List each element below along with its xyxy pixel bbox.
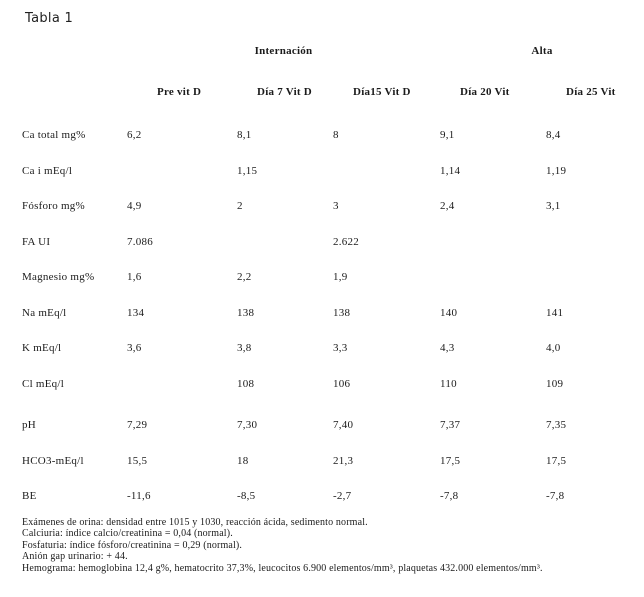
cell-value: 17,5: [546, 454, 567, 467]
cell-value: 109: [546, 377, 564, 390]
cell-value: 108: [237, 377, 255, 390]
cell-value: [127, 165, 237, 201]
cell-value: 138: [237, 306, 255, 319]
column-header-dia-25-vit: Día 25 Vit: [566, 86, 616, 98]
cell-value: [237, 236, 333, 272]
cell-value: 2,4: [440, 200, 455, 212]
table-row: Ca i mEq/l 1,15 1,14 1,19: [22, 165, 644, 201]
cell-value: -8,5: [237, 490, 256, 502]
cell-value: 7,29: [127, 419, 148, 431]
cell-value: -2,7: [333, 490, 352, 502]
row-label: Na mEq/l: [22, 306, 67, 319]
cell-value: 17,5: [440, 454, 461, 467]
column-header-dia-7-vit-d: Día 7 Vit D: [257, 86, 312, 98]
cell-value: 4,3: [440, 342, 455, 354]
cell-value: 3,8: [237, 342, 252, 354]
cell-value: 18: [237, 454, 249, 467]
cell-value: 7,35: [546, 419, 567, 431]
cell-value: 138: [333, 306, 351, 319]
cell-value: 2: [237, 200, 243, 212]
cell-value: 8,4: [546, 129, 561, 141]
table-row: BE -11,6 -8,5 -2,7 -7,8 -7,8: [22, 490, 644, 526]
cell-value: 21,3: [333, 454, 354, 467]
cell-value: -7,8: [440, 490, 459, 502]
table-row: Fósforo mg% 4,9 2 3 2,4 3,1: [22, 200, 644, 236]
table-row: FA UI 7.086 2.622: [22, 236, 644, 272]
cell-value: 110: [440, 377, 457, 390]
cell-value: 4,0: [546, 342, 561, 354]
cell-value: 1,9: [333, 271, 348, 283]
cell-value: [546, 271, 644, 307]
footnote-line: Hemograma: hemoglobina 12,4 g%, hematocr…: [22, 562, 543, 574]
footnote-line: Exámenes de orina: densidad entre 1015 y…: [22, 516, 368, 528]
cell-value: 7.086: [127, 235, 153, 248]
group-header-spacer: [22, 45, 127, 58]
row-label: HCO3-mEq/l: [22, 454, 84, 467]
table-footnotes: Exámenes de orina: densidad entre 1015 y…: [22, 517, 644, 575]
row-label: K mEq/l: [22, 342, 62, 354]
cell-value: 7,37: [440, 419, 461, 431]
cell-value: 1,19: [546, 164, 567, 177]
table-row: pH 7,29 7,30 7,40 7,37 7,35: [22, 419, 644, 455]
cell-value: [546, 236, 644, 272]
cell-value: [440, 236, 546, 272]
group-header-internacion: Internación: [254, 45, 313, 57]
cell-value: 9,1: [440, 129, 455, 141]
cell-value: 6,2: [127, 129, 142, 141]
row-label: BE: [22, 490, 37, 502]
table-row: HCO3-mEq/l 15,5 18 21,3 17,5 17,5: [22, 455, 644, 491]
cell-value: -7,8: [546, 490, 565, 502]
cell-value: [333, 165, 440, 201]
column-header-pre-vit-d: Pre vit D: [157, 86, 202, 98]
cell-value: -11,6: [127, 490, 151, 502]
column-header-dia-15-vit-d: Día15 Vit D: [353, 86, 411, 98]
cell-value: 3,1: [546, 200, 561, 212]
group-header-row: Internación Alta: [22, 45, 644, 58]
cell-value: 3,6: [127, 342, 142, 354]
cell-value: 3: [333, 200, 339, 212]
cell-value: 4,9: [127, 200, 142, 212]
cell-value: 134: [127, 306, 145, 319]
cell-value: 1,6: [127, 271, 142, 283]
cell-value: 1,15: [237, 164, 258, 177]
footnote-line: Calciuria: índice calcio/creatinina = 0,…: [22, 528, 233, 540]
row-label: Magnesio mg%: [22, 271, 95, 283]
column-header-row: Pre vit D Día 7 Vit D Día15 Vit D Día 20…: [22, 86, 644, 99]
column-header-spacer: [22, 86, 127, 99]
row-label: FA UI: [22, 235, 51, 248]
table-row: Ca total mg% 6,2 8,1 8 9,1 8,4: [22, 129, 644, 165]
row-label: Ca i mEq/l: [22, 164, 73, 177]
table-title: Tabla 1: [25, 11, 74, 26]
cell-value: 2,2: [237, 271, 252, 283]
cell-value: 106: [333, 377, 351, 390]
row-label: Fósforo mg%: [22, 200, 85, 212]
cell-value: 1,14: [440, 164, 461, 177]
cell-value: 140: [440, 306, 458, 319]
footnote-line: Anión gap urinario: + 44.: [22, 551, 128, 563]
row-label: pH: [22, 419, 36, 431]
cell-value: [127, 378, 237, 414]
row-label: Cl mEq/l: [22, 377, 65, 390]
cell-value: 3,3: [333, 342, 348, 354]
table-page: Tabla 1 Internación Alta Pre vit D Día 7…: [0, 11, 644, 597]
column-header-dia-20-vit: Día 20 Vit: [460, 86, 510, 98]
table-row: Magnesio mg% 1,6 2,2 1,9: [22, 271, 644, 307]
table-row: K mEq/l 3,6 3,8 3,3 4,3 4,0: [22, 342, 644, 378]
row-label: Ca total mg%: [22, 129, 86, 141]
cell-value: 7,40: [333, 419, 354, 431]
table-row: Cl mEq/l 108 106 110 109: [22, 378, 644, 414]
cell-value: 15,5: [127, 454, 148, 467]
group-header-alta: Alta: [531, 45, 553, 57]
cell-value: 2.622: [333, 235, 359, 248]
cell-value: 8: [333, 129, 339, 141]
footnote-line: Fosfaturia: índice fósforo/creatinina = …: [22, 539, 243, 551]
cell-value: [440, 271, 546, 307]
table-row: Na mEq/l 134 138 138 140 141: [22, 307, 644, 343]
table-body: Ca total mg% 6,2 8,1 8 9,1 8,4 Ca i mEq/l 1,15 1…: [0, 129, 644, 526]
cell-value: 7,30: [237, 419, 258, 431]
cell-value: 141: [546, 306, 564, 319]
cell-value: 8,1: [237, 129, 252, 141]
